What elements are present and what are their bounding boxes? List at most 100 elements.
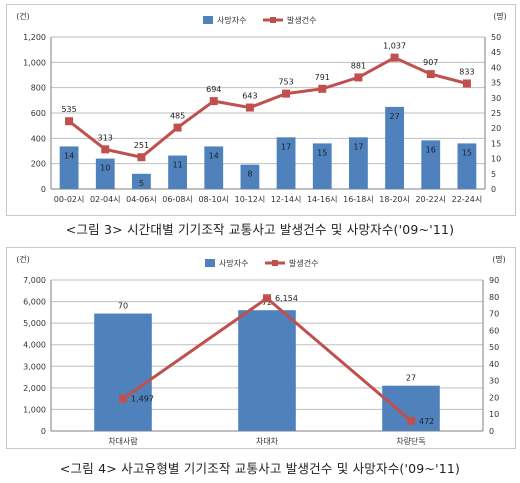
line-value-label: 833 [459, 67, 474, 76]
right-tick-label: 5 [491, 170, 496, 179]
line-value-label: 643 [242, 92, 257, 101]
line-value-label: 881 [351, 61, 366, 70]
bar [312, 143, 332, 189]
bar-value-label: 14 [209, 151, 219, 160]
bar-value-label: 10 [100, 164, 110, 173]
right-tick-label: 25 [491, 109, 501, 118]
x-tick-label: 10-12시 [235, 195, 266, 204]
line-value-label: 535 [61, 105, 76, 114]
legend-marker-occurrences [270, 17, 276, 23]
line-marker [318, 84, 327, 93]
x-tick-label: 12-14시 [271, 195, 302, 204]
right-tick-label: 50 [491, 33, 501, 42]
bar [421, 140, 441, 189]
right-unit-label: (명) [493, 11, 507, 21]
left-tick-label: 2,000 [23, 384, 46, 393]
legend-label-occurrences: 발생건수 [289, 258, 318, 268]
right-tick-label: 40 [491, 63, 501, 72]
left-tick-label: 1,200 [23, 33, 46, 42]
right-tick-label: 20 [489, 393, 499, 402]
bar-value-label: 70 [118, 302, 128, 311]
line-marker [173, 123, 182, 132]
line-marker [137, 153, 146, 162]
line-value-label: 1,497 [131, 395, 154, 404]
bar-value-label: 17 [281, 142, 291, 151]
right-tick-label: 20 [491, 124, 501, 133]
left-tick-label: 600 [31, 109, 46, 118]
right-tick-label: 50 [489, 343, 499, 352]
x-tick-label: 16-18시 [343, 195, 374, 204]
x-tick-label: 20-22시 [415, 195, 446, 204]
bar [132, 173, 151, 189]
left-tick-label: 1,000 [23, 58, 46, 67]
left-tick-label: 200 [31, 160, 46, 169]
line-marker [282, 89, 291, 98]
x-tick-label: 22-24시 [452, 195, 483, 204]
right-tick-label: 70 [489, 310, 499, 319]
bar-value-label: 14 [64, 151, 74, 160]
bar [94, 313, 152, 431]
bar-value-label: 27 [389, 112, 399, 121]
right-tick-label: 0 [489, 427, 494, 436]
left-tick-label: 0 [41, 427, 46, 436]
line-marker [390, 53, 399, 62]
line-marker [263, 294, 271, 303]
right-tick-label: 10 [491, 155, 501, 164]
x-tick-label: 00-02시 [54, 195, 85, 204]
line-value-label: 251 [134, 141, 149, 150]
legend-marker-occurrences [272, 260, 278, 266]
left-unit-label: (건) [16, 11, 30, 21]
right-unit-label: (명) [492, 254, 506, 264]
left-unit-label: (건) [16, 254, 30, 264]
legend-swatch-deaths [205, 259, 215, 267]
right-tick-label: 30 [491, 94, 501, 103]
left-tick-label: 5,000 [23, 319, 46, 328]
chart-panel-time: 0 200 400 600 800 1,000 1,200 0 5 10 15 20 25 30 35 40 4… [6, 4, 516, 216]
right-tick-label: 80 [489, 293, 499, 302]
line-marker [119, 394, 127, 403]
line-marker [101, 145, 110, 154]
line-marker [354, 73, 363, 82]
x-tick-label: 18-20시 [379, 195, 410, 204]
left-tick-label: 7,000 [23, 276, 46, 285]
bar [457, 143, 477, 189]
chart-caption-time: <그림 3> 시간대별 기기조작 교통사고 발생건수 및 사망자수('09~'1… [65, 222, 455, 237]
left-tick-label: 4,000 [23, 341, 46, 350]
line-marker [245, 103, 254, 112]
bar [238, 310, 296, 431]
right-tick-label: 40 [489, 360, 499, 369]
chart-panel-type: 0 1,000 2,000 3,000 4,000 5,000 6,000 7,000 0 10 2… [6, 247, 516, 449]
line-value-label: 791 [315, 73, 330, 82]
right-tick-label: 90 [489, 276, 499, 285]
bar-value-label: 15 [462, 148, 472, 157]
x-tick-label: 04-06시 [126, 195, 157, 204]
line-value-label: 485 [170, 112, 185, 121]
legend-label-deaths: 사망자수 [219, 258, 248, 268]
bar [349, 137, 368, 189]
line-value-label: 753 [278, 78, 293, 87]
x-tick-label: 차대사람 [108, 437, 138, 446]
line-marker [65, 117, 74, 126]
left-tick-label: 800 [31, 84, 46, 93]
x-tick-label: 06-08시 [162, 195, 193, 204]
right-tick-label: 30 [489, 377, 499, 386]
legend-swatch-deaths [203, 16, 213, 24]
bar [95, 158, 115, 189]
left-tick-label: 6,000 [23, 298, 46, 307]
bar [204, 146, 224, 189]
right-tick-label: 0 [491, 185, 496, 194]
bar [168, 155, 187, 189]
legend-label-deaths: 사망자수 [217, 15, 246, 25]
series-line-occurrences [68, 55, 468, 159]
bar-value-label: 72 [262, 298, 272, 307]
bar [240, 164, 260, 189]
left-tick-label: 1,000 [23, 405, 46, 414]
right-tick-label: 60 [489, 326, 499, 335]
x-tick-label: 02-04시 [90, 195, 121, 204]
bar-value-label: 11 [172, 161, 182, 170]
x-tick-label: 차대차 [256, 437, 279, 446]
chart-accident-type: 0 1,000 2,000 3,000 4,000 5,000 6,000 7,000 0 10 2… [16, 254, 506, 446]
left-tick-label: 3,000 [23, 362, 46, 371]
line-value-label: 694 [206, 85, 221, 94]
line-value-label: 313 [98, 133, 113, 142]
